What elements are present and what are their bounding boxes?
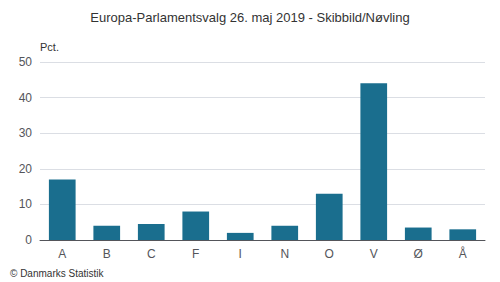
svg-text:B: B: [103, 247, 111, 261]
svg-text:V: V: [370, 247, 378, 261]
svg-text:40: 40: [19, 91, 33, 105]
svg-text:Ø: Ø: [414, 247, 423, 261]
svg-text:50: 50: [19, 55, 33, 69]
svg-text:Pct.: Pct.: [40, 41, 59, 53]
svg-text:Europa-Parlamentsvalg 26. maj: Europa-Parlamentsvalg 26. maj 2019 - Ski…: [90, 10, 409, 25]
svg-text:F: F: [192, 247, 199, 261]
svg-text:10: 10: [19, 197, 33, 211]
svg-text:A: A: [58, 247, 66, 261]
svg-text:0: 0: [25, 233, 32, 247]
svg-text:I: I: [239, 247, 242, 261]
svg-text:N: N: [280, 247, 289, 261]
svg-text:Å: Å: [459, 246, 467, 261]
svg-text:O: O: [325, 247, 334, 261]
svg-text:© Danmarks Statistik: © Danmarks Statistik: [10, 268, 105, 279]
svg-text:30: 30: [19, 126, 33, 140]
svg-text:C: C: [147, 247, 156, 261]
svg-text:20: 20: [19, 162, 33, 176]
